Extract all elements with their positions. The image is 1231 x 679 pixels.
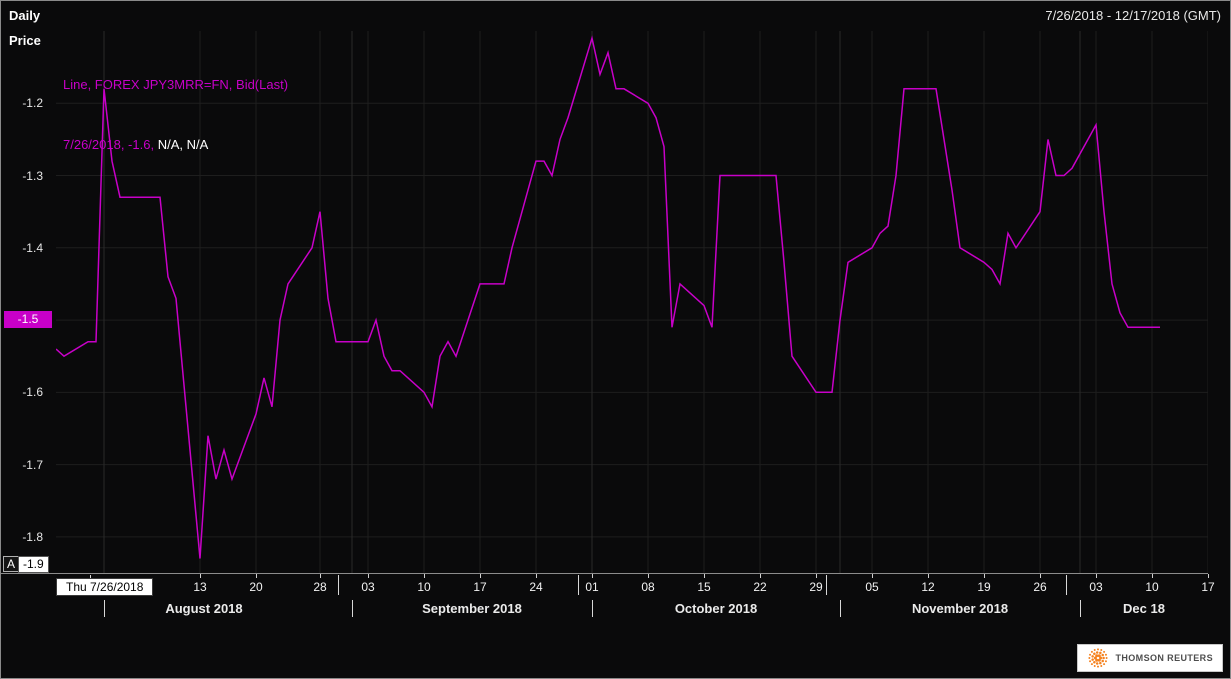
x-axis-tick-mark xyxy=(760,574,761,578)
x-axis-tick-label: 03 xyxy=(1089,580,1103,594)
thomson-reuters-icon xyxy=(1088,648,1109,668)
x-axis-tick-mark xyxy=(984,574,985,578)
y-axis-min-label: -1.9 xyxy=(18,556,49,573)
x-axis-tick-label: 13 xyxy=(193,580,207,594)
x-axis-tick-label: 26 xyxy=(1033,580,1047,594)
date-range-label: 7/26/2018 - 12/17/2018 (GMT) xyxy=(1045,8,1221,23)
month-separator-tick xyxy=(104,600,105,617)
x-axis-tick-label: 08 xyxy=(641,580,655,594)
x-axis-tick-mark xyxy=(872,574,873,578)
x-axis-tick-label: 12 xyxy=(921,580,935,594)
month-separator-tick xyxy=(338,575,339,595)
month-label: August 2018 xyxy=(165,601,243,616)
x-axis-tick-mark xyxy=(1208,574,1209,578)
x-axis-tick-label: 01 xyxy=(585,580,599,594)
y-axis-tick-label: -1.6 xyxy=(22,385,43,400)
annotation-marker: A xyxy=(3,556,20,572)
month-separator-tick xyxy=(578,575,579,595)
brand-label: THOMSON REUTERS xyxy=(1115,653,1213,663)
x-axis-tick-mark xyxy=(320,574,321,578)
last-price-marker[interactable]: -1.5 xyxy=(4,311,52,329)
legend-cursor-readout: 7/26/2018, -1.6, N/A, N/A xyxy=(63,135,288,155)
x-axis-tick-mark xyxy=(928,574,929,578)
thomson-reuters-logo: THOMSON REUTERS xyxy=(1077,644,1223,672)
x-axis-tick-label: 19 xyxy=(977,580,991,594)
x-axis-tick-label: 03 xyxy=(361,580,375,594)
y-axis-tick-label: -1.7 xyxy=(22,457,43,472)
x-axis-tick-label: 22 xyxy=(753,580,767,594)
x-axis-tick-label: 17 xyxy=(1201,580,1215,594)
x-axis-tick-mark xyxy=(648,574,649,578)
x-axis-tick-label: 17 xyxy=(473,580,487,594)
plot-area[interactable]: Line, FOREX JPY3MRR=FN, Bid(Last) 7/26/2… xyxy=(56,31,1208,573)
x-axis-tick-mark xyxy=(424,574,425,578)
x-axis-tick-mark xyxy=(816,574,817,578)
month-separator-tick xyxy=(1080,600,1081,617)
month-separator-tick xyxy=(1066,575,1067,595)
x-axis-tick-mark xyxy=(1040,574,1041,578)
y-axis-tick-label: -1.3 xyxy=(22,168,43,183)
month-separator-tick xyxy=(352,600,353,617)
price-line xyxy=(56,35,1160,559)
y-axis-tick-label: -1.2 xyxy=(22,96,43,111)
x-axis-tick-mark xyxy=(1152,574,1153,578)
x-axis-tick-mark xyxy=(704,574,705,578)
x-axis-tick-mark xyxy=(480,574,481,578)
x-axis-tick-mark xyxy=(592,574,593,578)
month-separator-tick xyxy=(840,600,841,617)
price-chart-canvas xyxy=(56,31,1208,573)
x-axis-tick-label: 05 xyxy=(865,580,879,594)
legend-cursor-values: 7/26/2018, -1.6, xyxy=(63,137,155,152)
x-axis-tick-label: 15 xyxy=(697,580,711,594)
y-axis-tick-label: -1.8 xyxy=(22,529,43,544)
month-separator-tick xyxy=(826,575,827,595)
x-axis-tick-label: 24 xyxy=(529,580,543,594)
x-axis-line xyxy=(1,573,1208,574)
x-axis-tick-mark xyxy=(368,574,369,578)
x-axis-tick-mark xyxy=(200,574,201,578)
x-axis-tick-label: 20 xyxy=(249,580,263,594)
legend-series-label: Line, FOREX JPY3MRR=FN, Bid(Last) xyxy=(63,77,289,92)
x-axis-tick-label: 29 xyxy=(809,580,823,594)
x-axis-tick-mark xyxy=(536,574,537,578)
x-axis-tick-label: 10 xyxy=(1145,580,1159,594)
month-label: September 2018 xyxy=(422,601,522,616)
month-separator-tick xyxy=(592,600,593,617)
legend-cursor-na: N/A, N/A xyxy=(154,137,209,152)
month-label: Dec 18 xyxy=(1123,601,1165,616)
chart-legend: Line, FOREX JPY3MRR=FN, Bid(Last) 7/26/2… xyxy=(63,35,288,195)
month-label: October 2018 xyxy=(674,601,758,616)
y-axis-tick-label: -1.4 xyxy=(22,240,43,255)
month-label: November 2018 xyxy=(911,601,1009,616)
x-axis-tick-mark xyxy=(1096,574,1097,578)
start-date-box: Thu 7/26/2018 xyxy=(56,578,154,596)
y-axis-title: Price xyxy=(9,33,41,48)
x-axis-tick-label: 10 xyxy=(417,580,431,594)
interval-label: Daily xyxy=(9,8,41,23)
x-axis-tick-mark xyxy=(256,574,257,578)
x-axis-tick-label: 28 xyxy=(313,580,327,594)
